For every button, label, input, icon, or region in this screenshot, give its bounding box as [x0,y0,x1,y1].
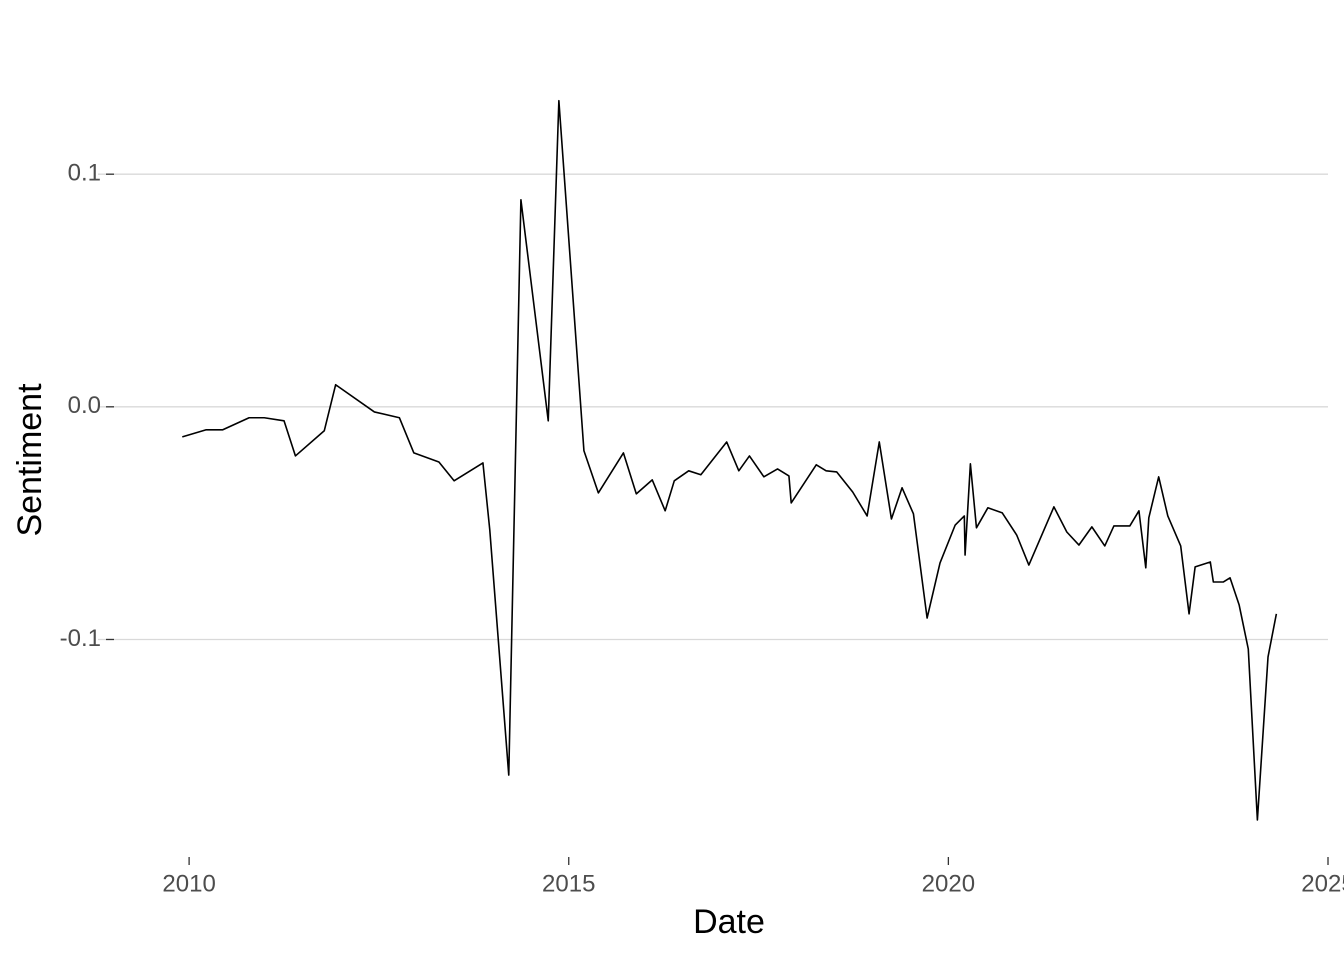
y-tick-label: 0.1 [68,160,101,187]
y-tick-label: 0.0 [68,392,101,419]
x-tick-label: 2010 [162,870,215,897]
x-tick-label: 2015 [542,870,595,897]
y-axis-title: Sentiment [11,383,49,537]
y-tick-label: -0.1 [60,625,101,652]
x-axis-title: Date [693,903,765,941]
x-tick-label: 2020 [922,870,975,897]
x-tick-label: 2025 [1301,870,1344,897]
line [182,99,1278,821]
